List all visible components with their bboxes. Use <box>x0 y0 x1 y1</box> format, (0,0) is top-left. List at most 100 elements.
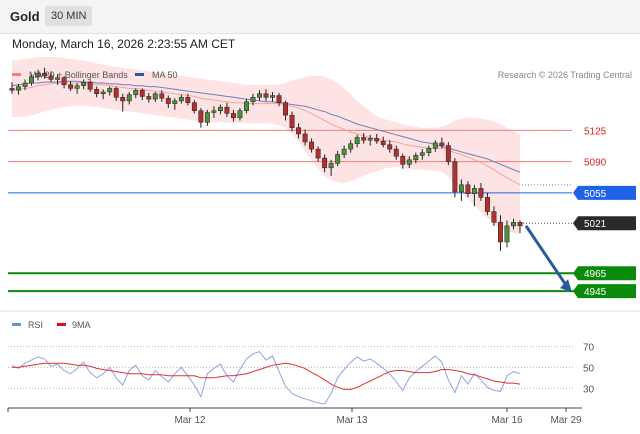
candle-body[interactable] <box>120 97 126 102</box>
candle-body[interactable] <box>257 93 262 98</box>
candle-body[interactable] <box>204 112 210 123</box>
candle-body[interactable] <box>113 88 119 98</box>
candle-body[interactable] <box>9 88 15 91</box>
rsi-legend-label: RSI <box>28 320 43 330</box>
candle-body[interactable] <box>484 197 490 212</box>
candle-body[interactable] <box>354 137 360 144</box>
candle-body[interactable] <box>374 138 380 142</box>
candle-body[interactable] <box>211 110 217 113</box>
candle-body[interactable] <box>367 138 373 141</box>
candle-body[interactable] <box>230 113 236 119</box>
candle-body[interactable] <box>178 97 184 102</box>
candle-body[interactable] <box>458 184 464 193</box>
candle-body[interactable] <box>452 161 458 193</box>
level-label-5090: 5090 <box>584 158 607 169</box>
candle-body[interactable] <box>152 93 158 100</box>
candle-body[interactable] <box>296 127 302 135</box>
candle-body[interactable] <box>55 77 61 80</box>
ma20-legend-swatch <box>12 73 21 76</box>
candle-body[interactable] <box>276 95 282 103</box>
candle-body[interactable] <box>107 88 113 93</box>
candle-body[interactable] <box>244 101 249 111</box>
level-tag-5055 <box>573 185 636 200</box>
last-price-tag <box>573 216 636 231</box>
x-tick-label: Mar 16 <box>491 415 523 426</box>
candle-body[interactable] <box>439 142 445 146</box>
candle-body[interactable] <box>146 96 152 100</box>
candle-body[interactable] <box>419 152 425 156</box>
candle-body[interactable] <box>341 148 347 155</box>
level-label-5055: 5055 <box>584 189 607 200</box>
candle-body[interactable] <box>94 89 100 94</box>
candle-body[interactable] <box>328 163 334 169</box>
candle-body[interactable] <box>517 222 523 227</box>
candle-body[interactable] <box>445 145 451 162</box>
level-label-4965: 4965 <box>584 269 607 280</box>
candle-body[interactable] <box>263 93 269 98</box>
ma9-legend-swatch <box>57 323 66 326</box>
candle-body[interactable] <box>22 82 28 87</box>
candle-body[interactable] <box>217 106 223 111</box>
candle-body[interactable] <box>387 144 393 150</box>
candle-body[interactable] <box>465 184 471 194</box>
candle-body[interactable] <box>16 86 21 91</box>
header-bar: Gold 30 MIN <box>0 0 640 34</box>
interval-button[interactable]: 30 MIN <box>45 6 93 26</box>
rsi-tick-label: 50 <box>583 363 595 374</box>
ma50-legend-swatch <box>135 73 144 76</box>
candle-body[interactable] <box>100 91 106 95</box>
candle-body[interactable] <box>380 140 386 145</box>
candle-body[interactable] <box>315 148 321 159</box>
candle-body[interactable] <box>224 106 230 114</box>
candle-body[interactable] <box>511 222 516 227</box>
candle-body[interactable] <box>322 157 328 169</box>
candle-body[interactable] <box>335 154 341 164</box>
candle-body[interactable] <box>413 155 419 161</box>
symbol-title: Gold <box>10 9 40 24</box>
candle-body[interactable] <box>283 102 288 116</box>
candle-body[interactable] <box>491 211 497 223</box>
candle-body[interactable] <box>237 110 243 119</box>
candle-body[interactable] <box>29 76 34 84</box>
candle-body[interactable] <box>309 141 315 150</box>
candle-body[interactable] <box>48 75 54 80</box>
projection-arrow-line <box>524 225 568 286</box>
candle-body[interactable] <box>159 93 165 99</box>
candle-body[interactable] <box>393 148 399 157</box>
candle-body[interactable] <box>185 97 191 103</box>
candle-body[interactable] <box>498 222 503 243</box>
candle-body[interactable] <box>289 114 295 128</box>
candle-body[interactable] <box>400 156 406 165</box>
candle-body[interactable] <box>74 85 80 89</box>
candle-body[interactable] <box>471 188 477 194</box>
ma20-legend-label: MA 20 + Bollinger Bands <box>29 70 128 80</box>
candle-body[interactable] <box>126 94 132 102</box>
candle-body[interactable] <box>270 95 275 98</box>
candle-body[interactable] <box>42 72 48 77</box>
candle-body[interactable] <box>348 143 354 150</box>
copyright-text: Research © 2026 Trading Central <box>498 70 632 80</box>
candle-body[interactable] <box>172 100 178 104</box>
candle-body[interactable] <box>302 133 308 143</box>
candle-body[interactable] <box>139 89 145 97</box>
candle-body[interactable] <box>61 77 67 86</box>
candle-body[interactable] <box>35 72 41 78</box>
candle-body[interactable] <box>406 159 412 165</box>
bollinger-band <box>12 57 520 235</box>
last-price-label: 5021 <box>584 219 607 230</box>
candle-body[interactable] <box>426 147 432 153</box>
candle-body[interactable] <box>165 97 171 104</box>
candle-body[interactable] <box>191 102 197 111</box>
candle-body[interactable] <box>133 89 139 95</box>
candle-body[interactable] <box>478 188 484 198</box>
candle-body[interactable] <box>198 110 204 123</box>
candle-body[interactable] <box>87 81 93 90</box>
candle-body[interactable] <box>68 84 74 89</box>
candle-body[interactable] <box>432 142 438 149</box>
level-tag-4945 <box>573 284 636 299</box>
candle-body[interactable] <box>504 225 510 243</box>
candle-body[interactable] <box>361 137 367 141</box>
candle-body[interactable] <box>250 97 256 103</box>
candle-body[interactable] <box>81 81 87 86</box>
